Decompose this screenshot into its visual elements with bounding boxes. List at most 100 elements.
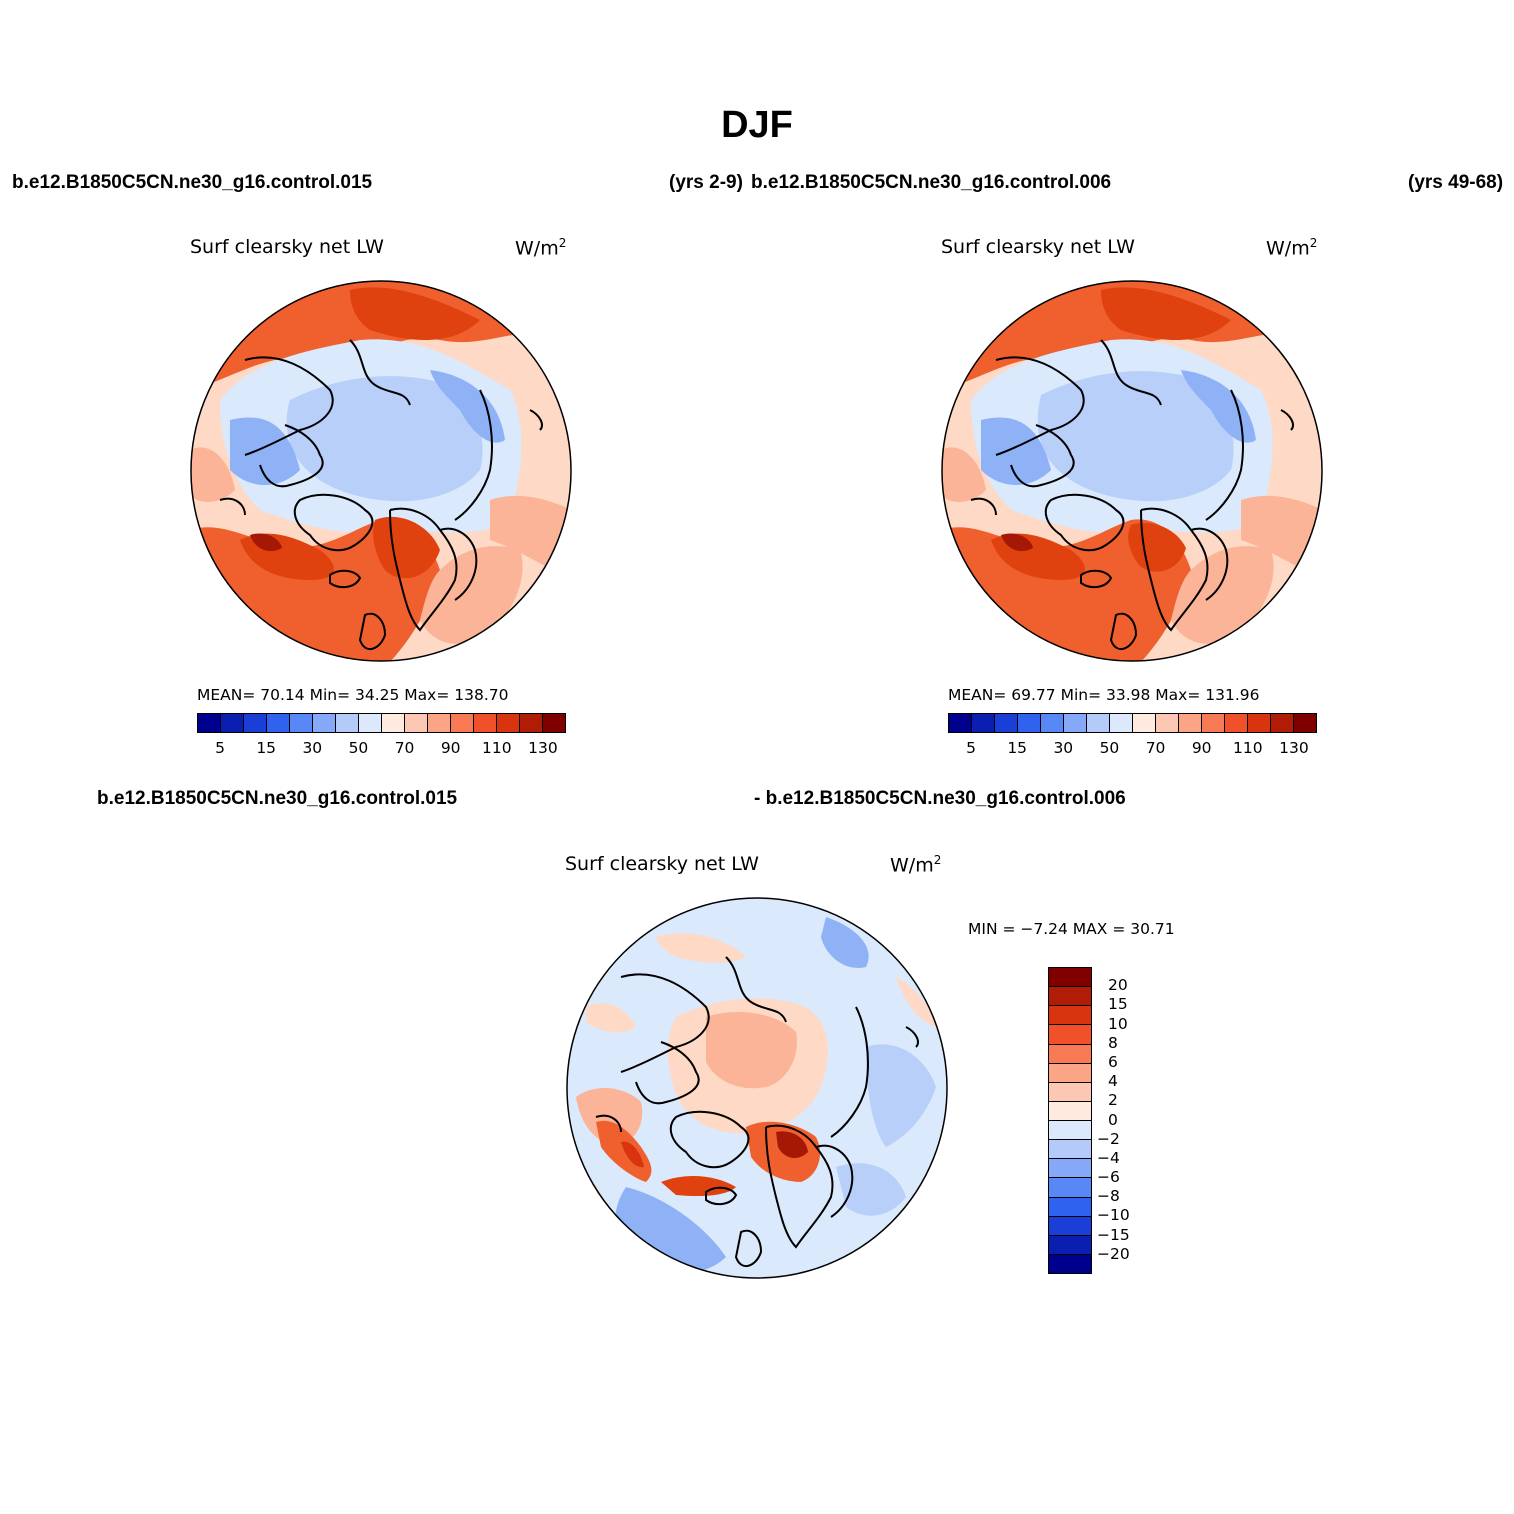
colorbar-tick-label: 70 xyxy=(1145,739,1166,757)
colorbar-case-b xyxy=(948,713,1317,733)
colorbar-swatch xyxy=(1064,714,1087,732)
colorbar-swatch xyxy=(382,714,405,732)
colorbar-swatch xyxy=(1133,714,1156,732)
colorbar-swatch xyxy=(1179,714,1202,732)
colorbar-swatch xyxy=(1087,714,1110,732)
colorbar-tick-label: −20 xyxy=(1097,1244,1130,1263)
colorbar-swatch xyxy=(1049,1044,1091,1064)
colorbar-swatch xyxy=(1049,987,1091,1007)
polar-map-case-a xyxy=(190,280,572,662)
colorbar-swatch xyxy=(1049,1082,1091,1102)
colorbar-tick-label: 4 xyxy=(1108,1072,1118,1091)
case-a-label: b.e12.B1850C5CN.ne30_g16.control.015 xyxy=(12,172,373,193)
colorbar-tick-label: −2 xyxy=(1097,1129,1120,1148)
diff-case-b-label: - b.e12.B1850C5CN.ne30_g16.control.006 xyxy=(754,788,1126,809)
case-a-years: (yrs 2-9) xyxy=(669,172,743,193)
colorbar-swatch xyxy=(1049,968,1091,988)
panel-a-units: W/m2 xyxy=(515,236,567,260)
polar-map-case-b xyxy=(941,280,1323,662)
colorbar-swatch xyxy=(359,714,382,732)
colorbar-tick-label: 15 xyxy=(1108,995,1128,1014)
colorbar-tick-label: −15 xyxy=(1097,1225,1130,1244)
colorbar-tick-label: −10 xyxy=(1097,1206,1130,1225)
colorbar-tick-label: 0 xyxy=(1108,1110,1118,1129)
colorbar-tick-label: 90 xyxy=(440,739,461,757)
colorbar-swatch xyxy=(1041,714,1064,732)
colorbar-swatch xyxy=(995,714,1018,732)
colorbar-swatch xyxy=(244,714,267,732)
colorbar-swatch xyxy=(949,714,972,732)
panel-b-variable: Surf clearsky net LW xyxy=(941,236,1135,258)
colorbar-swatch xyxy=(474,714,497,732)
colorbar-swatch xyxy=(1049,1063,1091,1083)
colorbar-difference xyxy=(1048,967,1092,1274)
colorbar-swatch xyxy=(1225,714,1248,732)
colorbar-tick-label: 110 xyxy=(482,739,512,757)
colorbar-tick-label: 15 xyxy=(256,739,277,757)
colorbar-swatch xyxy=(1271,714,1294,732)
colorbar-swatch xyxy=(1294,714,1316,732)
colorbar-tick-label: 50 xyxy=(348,739,369,757)
colorbar-tick-label: 5 xyxy=(215,739,225,757)
colorbar-tick-label: 70 xyxy=(394,739,415,757)
colorbar-tick-label: 15 xyxy=(1007,739,1028,757)
colorbar-tick-label: 8 xyxy=(1108,1033,1118,1052)
panel-diff-stats: MIN = −7.24 MAX = 30.71 xyxy=(968,920,1175,938)
panel-b-stats: MEAN= 69.77 Min= 33.98 Max= 131.96 xyxy=(948,686,1260,704)
colorbar-swatch xyxy=(1248,714,1271,732)
colorbar-swatch xyxy=(1049,1101,1091,1121)
figure-title: DJF xyxy=(721,104,793,146)
colorbar-tick-label: 50 xyxy=(1099,739,1120,757)
colorbar-swatch xyxy=(1049,1216,1091,1236)
colorbar-swatch xyxy=(1018,714,1041,732)
colorbar-swatch xyxy=(543,714,565,732)
colorbar-tick-label: 30 xyxy=(1053,739,1074,757)
panel-diff-variable: Surf clearsky net LW xyxy=(565,853,759,875)
panel-b-units: W/m2 xyxy=(1266,236,1318,260)
colorbar-swatch xyxy=(1156,714,1179,732)
colorbar-tick-label: −6 xyxy=(1097,1168,1120,1187)
case-b-label: b.e12.B1850C5CN.ne30_g16.control.006 xyxy=(751,172,1112,193)
colorbar-tick-label: 5 xyxy=(966,739,976,757)
diff-case-a-label: b.e12.B1850C5CN.ne30_g16.control.015 xyxy=(97,788,458,809)
colorbar-swatch xyxy=(1049,1254,1091,1273)
colorbar-swatch xyxy=(267,714,290,732)
panel-diff-units: W/m2 xyxy=(890,853,942,877)
colorbar-swatch xyxy=(520,714,543,732)
colorbar-swatch xyxy=(1202,714,1225,732)
colorbar-tick-label: −4 xyxy=(1097,1148,1120,1167)
colorbar-tick-label: 90 xyxy=(1191,739,1212,757)
colorbar-swatch xyxy=(336,714,359,732)
colorbar-swatch xyxy=(451,714,474,732)
colorbar-tick-label: 2 xyxy=(1108,1091,1118,1110)
colorbar-tick-label: 30 xyxy=(302,739,323,757)
colorbar-swatch xyxy=(1049,1121,1091,1141)
colorbar-swatch xyxy=(198,714,221,732)
colorbar-swatch xyxy=(1049,1178,1091,1198)
colorbar-tick-label: 6 xyxy=(1108,1052,1118,1071)
panel-a-stats: MEAN= 70.14 Min= 34.25 Max= 138.70 xyxy=(197,686,509,704)
colorbar-swatch xyxy=(1049,1140,1091,1160)
colorbar-swatch xyxy=(497,714,520,732)
colorbar-swatch xyxy=(313,714,336,732)
colorbar-swatch xyxy=(428,714,451,732)
colorbar-tick-label: 20 xyxy=(1108,976,1128,995)
case-b-years: (yrs 49-68) xyxy=(1408,172,1504,193)
colorbar-swatch xyxy=(1049,1159,1091,1179)
colorbar-tick-label: −8 xyxy=(1097,1187,1120,1206)
colorbar-swatch xyxy=(972,714,995,732)
panel-a-variable: Surf clearsky net LW xyxy=(190,236,384,258)
colorbar-case-a xyxy=(197,713,566,733)
colorbar-tick-label: 130 xyxy=(1279,739,1309,757)
colorbar-tick-label: 130 xyxy=(528,739,558,757)
colorbar-swatch xyxy=(221,714,244,732)
colorbar-swatch xyxy=(405,714,428,732)
colorbar-swatch xyxy=(1110,714,1133,732)
colorbar-swatch xyxy=(1049,1006,1091,1026)
polar-map-difference xyxy=(566,897,948,1279)
colorbar-swatch xyxy=(1049,1025,1091,1045)
colorbar-tick-label: 110 xyxy=(1233,739,1263,757)
colorbar-swatch xyxy=(1049,1197,1091,1217)
colorbar-swatch xyxy=(1049,1235,1091,1255)
colorbar-tick-label: 10 xyxy=(1108,1014,1128,1033)
